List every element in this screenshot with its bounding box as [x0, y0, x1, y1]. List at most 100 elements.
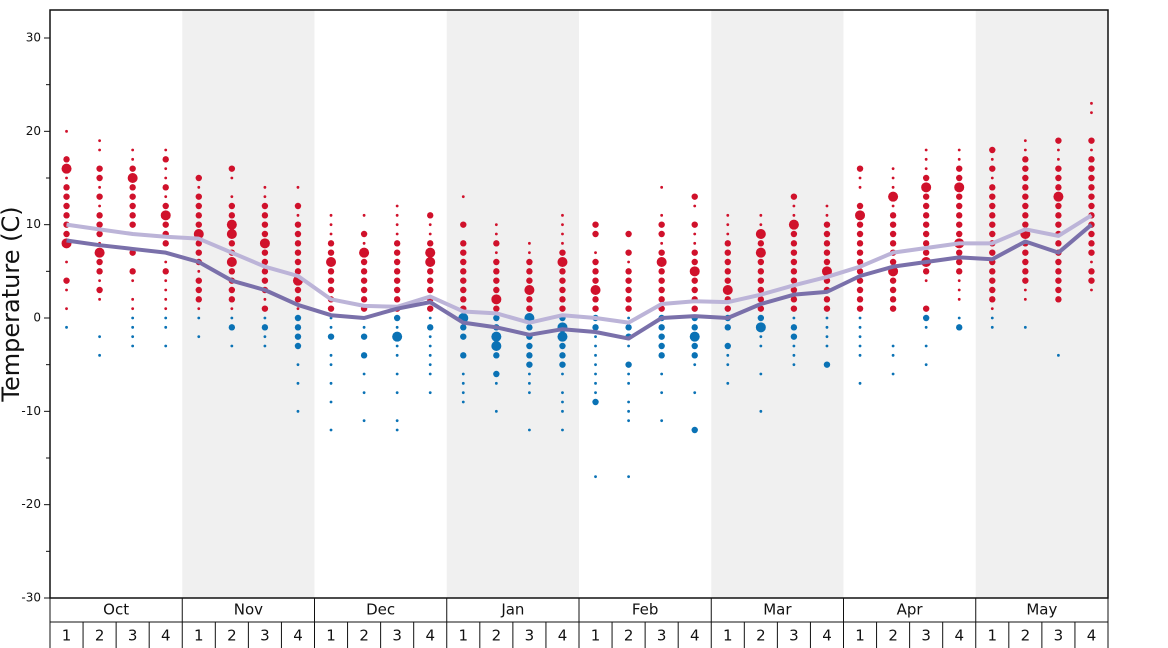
y-axis-label: Temperature (C)	[0, 206, 25, 402]
temperature-dot	[327, 268, 335, 275]
temperature-dot	[559, 249, 566, 256]
temperature-dot	[989, 221, 996, 228]
temperature-dot	[1088, 156, 1095, 163]
temperature-dot	[1090, 260, 1093, 264]
temperature-dot	[195, 286, 202, 294]
temperature-dot	[96, 165, 103, 172]
temperature-dot	[627, 316, 630, 320]
temperature-dot	[658, 277, 665, 284]
temperature-dot	[261, 324, 269, 331]
temperature-dot	[460, 258, 467, 266]
temperature-dot	[956, 193, 963, 200]
temperature-dot	[427, 277, 434, 284]
temperature-dot	[360, 296, 368, 303]
temperature-dot	[792, 363, 796, 367]
temperature-dot	[164, 148, 168, 152]
month-label: Apr	[897, 601, 924, 619]
temperature-dot	[1022, 202, 1029, 210]
temperature-dot	[329, 232, 333, 236]
temperature-dot	[990, 307, 994, 311]
temperature-dot	[1053, 191, 1064, 202]
temperature-dot	[263, 335, 267, 339]
temperature-dot	[825, 325, 829, 329]
temperature-dot	[65, 260, 68, 264]
temperature-dot	[98, 204, 101, 208]
temperature-dot	[625, 305, 632, 312]
temperature-dot	[195, 193, 202, 200]
temperature-dot	[427, 286, 434, 294]
y-tick-label: -10	[21, 404, 41, 418]
temperature-dot	[856, 202, 864, 210]
temperature-dot	[296, 409, 300, 413]
temperature-dot	[395, 325, 399, 329]
temperature-dot	[660, 213, 664, 217]
temperature-dot	[627, 344, 630, 348]
temperature-dot	[395, 223, 399, 227]
temperature-dot	[561, 391, 564, 395]
temperature-dot	[195, 202, 202, 210]
temperature-dot	[956, 165, 963, 172]
temperature-dot	[924, 344, 928, 348]
temperature-dot	[294, 221, 302, 228]
temperature-dot	[493, 286, 500, 294]
temperature-dot	[493, 240, 500, 247]
temperature-dot	[856, 165, 864, 172]
temperature-dot	[427, 324, 434, 331]
temperature-dot	[294, 202, 302, 210]
temperature-dot	[131, 325, 135, 329]
temperature-dot	[1055, 240, 1062, 247]
temperature-dot	[658, 296, 665, 303]
temperature-dot	[759, 213, 763, 217]
temperature-dot	[96, 230, 103, 238]
temperature-dot	[1088, 174, 1095, 182]
temperature-dot	[294, 342, 302, 350]
temperature-dot	[858, 176, 862, 180]
temperature-dot	[660, 419, 664, 423]
temperature-dot	[592, 221, 599, 228]
temperature-dot	[96, 174, 103, 182]
temperature-dot	[990, 316, 994, 320]
temperature-dot	[792, 353, 796, 357]
temperature-dot	[724, 268, 731, 275]
temperature-dot	[561, 241, 564, 245]
temperature-dot	[263, 195, 267, 199]
temperature-dot	[693, 363, 697, 367]
temperature-dot	[197, 335, 201, 339]
temperature-dot	[359, 247, 370, 258]
month-label: Jan	[500, 601, 524, 619]
temperature-dot	[428, 223, 432, 227]
temperature-dot	[261, 230, 269, 238]
temperature-dot	[689, 331, 700, 342]
temperature-dot	[1088, 268, 1095, 275]
temperature-dot	[494, 381, 498, 385]
temperature-dot	[1022, 193, 1029, 200]
temperature-dot	[823, 305, 831, 312]
temperature-dot	[724, 342, 731, 350]
temperature-dot	[362, 241, 366, 245]
temperature-dot	[94, 247, 105, 258]
temperature-dot	[856, 268, 864, 275]
temperature-dot	[691, 249, 698, 256]
temperature-dot	[63, 230, 70, 238]
temperature-dot	[856, 286, 864, 294]
temperature-dot	[98, 279, 101, 283]
temperature-dot	[627, 381, 630, 385]
temperature-dot	[329, 213, 333, 217]
temperature-dot	[957, 157, 961, 161]
temperature-dot	[594, 391, 597, 395]
temperature-dot	[726, 213, 730, 217]
temperature-dot	[889, 240, 897, 247]
temperature-dot	[757, 314, 765, 322]
temperature-dot	[162, 202, 169, 210]
week-label: 3	[1054, 627, 1064, 645]
week-label: 2	[359, 627, 369, 645]
temperature-dot	[195, 277, 202, 284]
temperature-dot	[823, 296, 831, 303]
temperature-dot	[989, 165, 996, 172]
temperature-dot	[691, 221, 698, 228]
temperature-dot	[559, 286, 566, 294]
temperature-dot	[63, 156, 70, 163]
temperature-dot	[164, 288, 168, 292]
temperature-dot	[129, 221, 136, 228]
temperature-dot	[228, 212, 236, 219]
